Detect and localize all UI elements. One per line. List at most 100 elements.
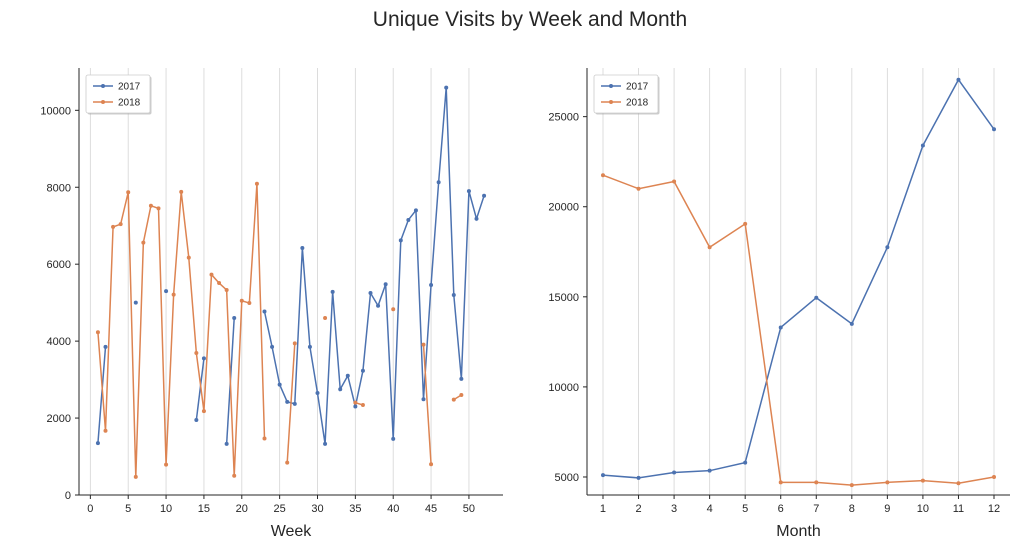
y-tick-label: 15000 [548,292,579,304]
x-tick-label: 6 [778,503,784,515]
series-2018 [600,173,997,488]
data-point [474,216,479,221]
data-point [201,356,206,361]
data-point [814,480,819,485]
data-point [360,402,365,407]
data-point [707,245,712,250]
series-line [602,174,995,486]
data-point [413,208,418,213]
data-point [277,382,282,387]
data-point [232,473,237,478]
data-point [636,186,641,191]
data-point [95,330,100,335]
legend-label: 2017 [626,82,649,93]
data-point [956,481,961,486]
data-point [224,441,229,446]
data-point [636,475,641,480]
data-point [194,417,199,422]
data-point [232,316,237,321]
data-point [406,217,411,222]
data-point [421,342,426,347]
data-point [376,303,381,308]
x-axis-label: Month [776,523,820,540]
data-point [338,387,343,392]
y-tick-label: 20000 [548,202,579,214]
data-point [262,436,267,441]
x-tick-label: 7 [813,503,819,515]
y-tick-label: 4000 [47,336,71,348]
data-point [330,289,335,294]
legend-label: 2017 [118,82,141,93]
data-point [217,281,222,286]
x-tick-label: 1 [600,503,606,515]
data-point [885,480,890,485]
y-tick-label: 5000 [555,472,579,484]
x-tick-label: 15 [198,503,210,515]
legend: 2017 2018 [85,74,152,115]
data-point [920,478,925,483]
data-point [247,301,252,306]
data-point [421,397,426,402]
data-point [353,400,358,405]
data-point [466,189,471,194]
data-point [194,351,199,356]
x-tick-label: 40 [387,503,399,515]
data-point [171,292,176,297]
data-point [224,287,229,292]
legend-marker [101,100,105,104]
data-point [103,428,108,433]
data-point [315,391,320,396]
data-point [133,474,138,479]
data-point [270,344,275,349]
figure-title: Unique Visits by Week and Month [372,8,688,31]
data-point [429,282,434,287]
data-point [141,240,146,245]
plot-area: 0 5 10 15 20 25 30 35 40 45 50 0 2000 4000 6000 8000 100… [40,68,503,540]
data-point [285,460,290,465]
data-point [254,181,259,186]
data-point [323,441,328,446]
legend: 2017 2018 [593,74,660,115]
x-tick-label: 0 [87,503,93,515]
data-point [391,436,396,441]
data-point [398,238,403,243]
data-point [323,316,328,321]
data-point [103,344,108,349]
data-point [992,474,997,479]
x-tick-label: 20 [236,503,248,515]
y-tick-label: 0 [65,490,71,502]
data-point [300,246,305,251]
data-point [292,341,297,346]
data-point [451,292,456,297]
x-axis-label: Week [271,523,313,540]
data-point [307,344,312,349]
y-tick-label: 2000 [47,413,71,425]
data-point [600,473,605,478]
data-point [444,85,449,90]
data-point [778,325,783,330]
legend-label: 2018 [626,98,649,109]
series-line [602,78,995,479]
data-point [360,368,365,373]
data-point [707,468,712,473]
x-tick-label: 50 [463,503,475,515]
data-point [126,190,131,195]
series-line [97,346,107,444]
data-point [353,404,358,409]
data-point [239,298,244,303]
data-point [111,224,116,229]
data-point [156,206,161,211]
x-tick-label: 5 [125,503,131,515]
x-tick-label: 25 [274,503,286,515]
series-line [263,87,485,444]
data-point [292,401,297,406]
x-tick-label: 10 [160,503,172,515]
x-tick-label: 4 [707,503,713,515]
series-2018 [95,181,464,479]
data-point [814,295,819,300]
data-point [186,255,191,260]
x-tick-label: 5 [742,503,748,515]
